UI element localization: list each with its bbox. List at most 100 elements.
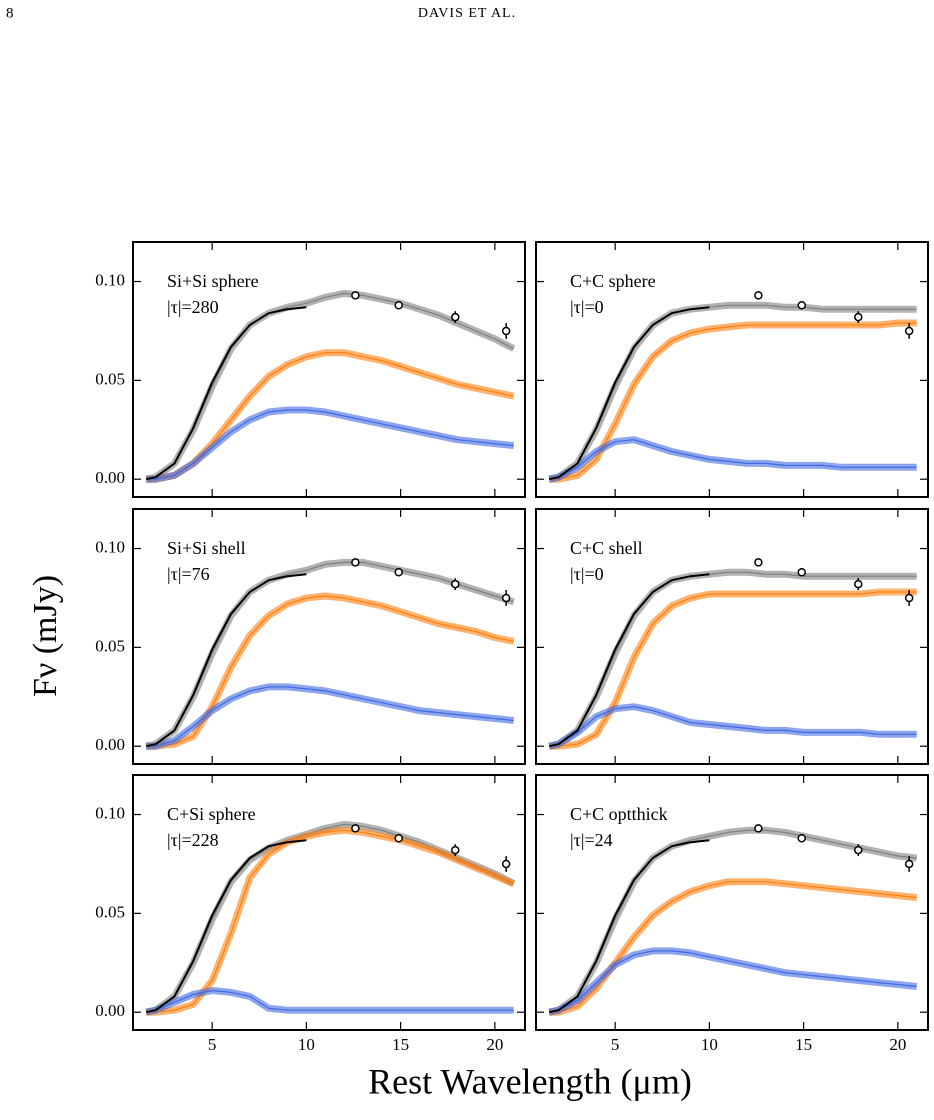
y-tick-label: 0.00 bbox=[95, 735, 125, 754]
curve bbox=[548, 301, 917, 483]
photometry-point bbox=[904, 326, 914, 336]
plot-area bbox=[548, 291, 917, 483]
curve bbox=[145, 573, 307, 748]
panel: C+C shell |τ|=0 bbox=[535, 508, 929, 765]
photometry-point bbox=[351, 291, 360, 300]
photometry-point bbox=[451, 579, 460, 589]
panel-frame bbox=[535, 774, 929, 1031]
curve bbox=[146, 406, 515, 483]
photometry-point bbox=[854, 579, 863, 589]
curve bbox=[548, 306, 710, 481]
curve bbox=[145, 987, 514, 1016]
plot-area bbox=[145, 558, 515, 750]
panel-title: C+Si sphere bbox=[167, 804, 256, 824]
photometry-point bbox=[904, 593, 914, 603]
photometry-point bbox=[451, 845, 460, 855]
curve bbox=[548, 826, 918, 1016]
panel-title: C+C sphere bbox=[570, 271, 656, 291]
photometry-point bbox=[451, 312, 460, 322]
x-tick-label: 5 bbox=[611, 1035, 620, 1054]
curve bbox=[146, 292, 514, 480]
plot-area bbox=[548, 558, 917, 750]
photometry-point bbox=[797, 568, 806, 577]
panel: 0.00 0.05 0.10 5 10 15 20 C+Si sphere |τ|=228 bbox=[95, 774, 526, 1054]
curve bbox=[549, 319, 917, 483]
curve bbox=[146, 989, 514, 1013]
panel: 5 10 15 20 C+C optthick |τ|=24 bbox=[535, 774, 929, 1054]
y-axis-label: Fν (mJy) bbox=[27, 575, 64, 697]
panel: 0.00 0.05 0.10 Si+Si sphere |τ|=280 bbox=[95, 241, 526, 498]
y-tick-label: 0.05 bbox=[95, 369, 125, 388]
photometry-point bbox=[854, 845, 863, 855]
photometry-point bbox=[394, 568, 403, 577]
curve bbox=[549, 591, 917, 747]
curve bbox=[548, 436, 917, 483]
photometry-point bbox=[501, 859, 511, 869]
curve bbox=[146, 561, 514, 747]
curve bbox=[146, 409, 514, 480]
y-tick-label: 0.10 bbox=[95, 537, 125, 556]
photometry-point bbox=[501, 326, 511, 336]
x-tick-label: 10 bbox=[298, 1035, 315, 1054]
panel-title: C+C optthick bbox=[570, 804, 668, 824]
y-tick-label: 0.00 bbox=[95, 468, 125, 487]
photometry-point bbox=[394, 834, 403, 843]
photometry-point bbox=[351, 824, 360, 833]
photometry-point bbox=[754, 291, 763, 300]
curve bbox=[549, 439, 917, 480]
y-tick-label: 0.10 bbox=[95, 270, 125, 289]
y-tick-label: 0.05 bbox=[95, 636, 125, 655]
panel-annotation: |τ|=76 bbox=[167, 564, 210, 584]
photometry-point bbox=[351, 558, 360, 567]
panel-annotation: |τ|=228 bbox=[167, 830, 219, 850]
panel-frame bbox=[535, 508, 929, 765]
y-tick-label: 0.00 bbox=[95, 1001, 125, 1020]
photometry-point bbox=[797, 834, 806, 843]
curve bbox=[549, 829, 917, 1013]
panel-title: C+C shell bbox=[570, 538, 643, 558]
photometry-point bbox=[394, 301, 403, 310]
photometry-point bbox=[904, 859, 914, 869]
curve bbox=[549, 304, 917, 480]
x-tick-label: 15 bbox=[392, 1035, 409, 1054]
curve bbox=[145, 839, 307, 1014]
running-head: DAVIS ET AL. bbox=[418, 6, 516, 21]
plot-area bbox=[548, 824, 918, 1016]
curve bbox=[146, 595, 514, 747]
plot-area bbox=[145, 289, 516, 483]
panel-frame bbox=[535, 241, 929, 498]
x-tick-label: 10 bbox=[701, 1035, 718, 1054]
panel-frame bbox=[132, 241, 526, 498]
x-tick-label: 15 bbox=[795, 1035, 812, 1054]
photometry-point bbox=[797, 301, 806, 310]
page-number: 8 bbox=[6, 5, 14, 21]
curve bbox=[146, 826, 516, 1016]
y-tick-label: 0.05 bbox=[95, 902, 125, 921]
curve bbox=[549, 950, 917, 1013]
photometry-point bbox=[854, 312, 863, 322]
panel-frame bbox=[132, 774, 526, 1031]
curve bbox=[549, 322, 917, 480]
curve bbox=[146, 683, 515, 750]
panel: C+C sphere |τ|=0 bbox=[535, 241, 929, 498]
curve bbox=[549, 706, 917, 747]
x-tick-label: 20 bbox=[889, 1035, 906, 1054]
photometry-point bbox=[754, 558, 763, 567]
curve bbox=[146, 686, 514, 747]
curve bbox=[145, 306, 307, 481]
photometry-point bbox=[754, 824, 763, 833]
x-axis-label: Rest Wavelength (μm) bbox=[368, 1061, 692, 1101]
x-tick-label: 20 bbox=[486, 1035, 503, 1054]
curve bbox=[548, 839, 710, 1014]
panel-frame bbox=[132, 508, 526, 765]
curve bbox=[549, 588, 917, 750]
panel-annotation: |τ|=0 bbox=[570, 564, 604, 584]
curve bbox=[549, 571, 917, 747]
photometry-point bbox=[501, 593, 511, 603]
panel-annotation: |τ|=0 bbox=[570, 297, 604, 317]
panel-title: Si+Si sphere bbox=[167, 271, 259, 291]
curve bbox=[548, 573, 710, 748]
plot-area bbox=[145, 820, 516, 1016]
